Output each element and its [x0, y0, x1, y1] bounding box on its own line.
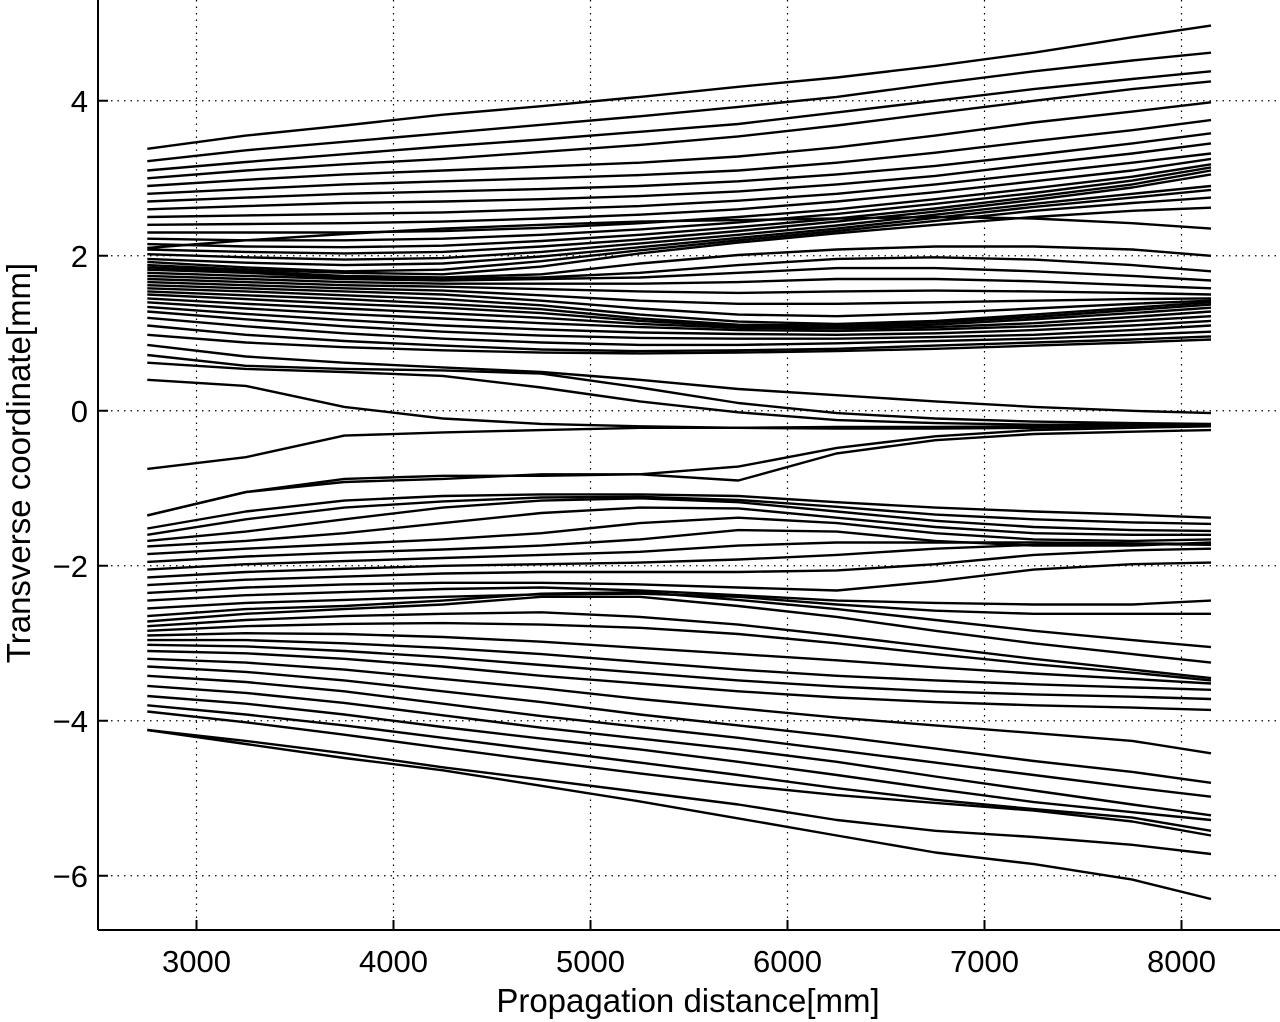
y-tick-label: −4 [53, 704, 88, 739]
trajectory-line [147, 80, 1212, 180]
y-tick-label: −6 [53, 859, 88, 894]
trajectory-line [147, 353, 1212, 426]
trajectory-line [147, 657, 1212, 755]
trajectory-line [147, 316, 1212, 347]
trajectory-line [147, 24, 1212, 150]
x-tick-label: 6000 [753, 944, 822, 979]
trajectory-line [147, 206, 1212, 276]
trajectory-line [147, 684, 1212, 817]
y-axis-ticks: −6 −4 −2 0 2 4 [53, 84, 108, 894]
trajectory-line [147, 215, 1212, 250]
trajectory-line [147, 428, 1212, 517]
trajectory-line [147, 561, 1212, 595]
trajectory-line [147, 632, 1212, 685]
trajectory-line [147, 495, 1212, 536]
trajectory-line [147, 586, 1212, 606]
trajectory-line [147, 70, 1212, 172]
trajectory-line [147, 287, 1212, 326]
x-tick-label: 7000 [950, 944, 1019, 979]
trajectory-line [147, 425, 1211, 471]
trajectory-line [147, 595, 1212, 664]
trajectory-line [147, 541, 1212, 571]
trajectory-line [147, 516, 1212, 556]
y-tick-label: −2 [53, 549, 88, 584]
trajectory-line [147, 542, 1212, 579]
trajectory-line [147, 173, 1212, 255]
trajectory-line [147, 305, 1212, 336]
trajectory-line [147, 649, 1212, 712]
x-tick-label: 5000 [556, 944, 625, 979]
trajectory-line [147, 266, 1212, 282]
trajectory-line [147, 704, 1212, 832]
trajectory-lines [147, 24, 1212, 901]
trajectory-line [147, 157, 1212, 226]
trajectory-line [147, 324, 1212, 353]
y-tick-label: 4 [71, 84, 88, 119]
trajectory-line [147, 169, 1212, 249]
trajectory-line [147, 665, 1212, 784]
trajectory-line [147, 493, 1212, 530]
trajectory-line [147, 728, 1212, 901]
trajectory-line [147, 101, 1212, 188]
trajectory-line [147, 51, 1212, 163]
x-tick-label: 4000 [359, 944, 428, 979]
trajectory-line [147, 132, 1212, 203]
grid [98, 0, 1280, 930]
trajectory-line [147, 280, 1212, 305]
trajectory-line [147, 621, 1212, 682]
trajectory-line [147, 290, 1212, 327]
trajectory-line [147, 118, 1212, 195]
trajectory-line [147, 284, 1212, 318]
trajectory-line [147, 184, 1212, 261]
trajectory-line [147, 142, 1212, 211]
trajectory-line [147, 274, 1212, 290]
trajectory-line [147, 196, 1212, 273]
trajectory-line [147, 245, 1212, 279]
trajectory-line [147, 638, 1212, 691]
trajectory-line [147, 425, 1212, 517]
trajectory-line [147, 333, 1212, 355]
trajectory-line [147, 188, 1212, 267]
trajectory-line [147, 506, 1211, 548]
trajectory-line [147, 152, 1212, 219]
trajectory-line [147, 590, 1212, 649]
trajectory-line [147, 293, 1212, 329]
y-tick-label: 2 [71, 239, 88, 274]
trajectory-line [147, 310, 1212, 340]
trajectory-line [147, 277, 1212, 296]
x-tick-label: 3000 [162, 944, 231, 979]
trajectory-line [147, 497, 1212, 543]
y-tick-label: 0 [71, 394, 88, 429]
x-tick-label: 8000 [1147, 944, 1216, 979]
trajectory-line [147, 694, 1212, 822]
trajectory-line [147, 301, 1212, 333]
trajectory-line [147, 643, 1212, 701]
trajectory-line [147, 674, 1212, 798]
x-axis-ticks: 3000 4000 5000 6000 7000 8000 [162, 920, 1216, 979]
trajectory-line [147, 547, 1212, 587]
trajectory-line [147, 343, 1212, 415]
trajectory-line [147, 611, 1212, 680]
trajectory-line [147, 728, 1212, 856]
trajectory-line [147, 256, 1212, 281]
trajectory-line [147, 361, 1211, 426]
axes [97, 0, 1280, 931]
x-axis-label: Propagation distance[mm] [496, 982, 879, 1019]
trajectory-line [147, 710, 1212, 837]
trajectory-line [147, 297, 1212, 330]
y-axis-label: Transverse coordinate[mm] [0, 263, 37, 663]
trajectory-line [147, 166, 1212, 242]
